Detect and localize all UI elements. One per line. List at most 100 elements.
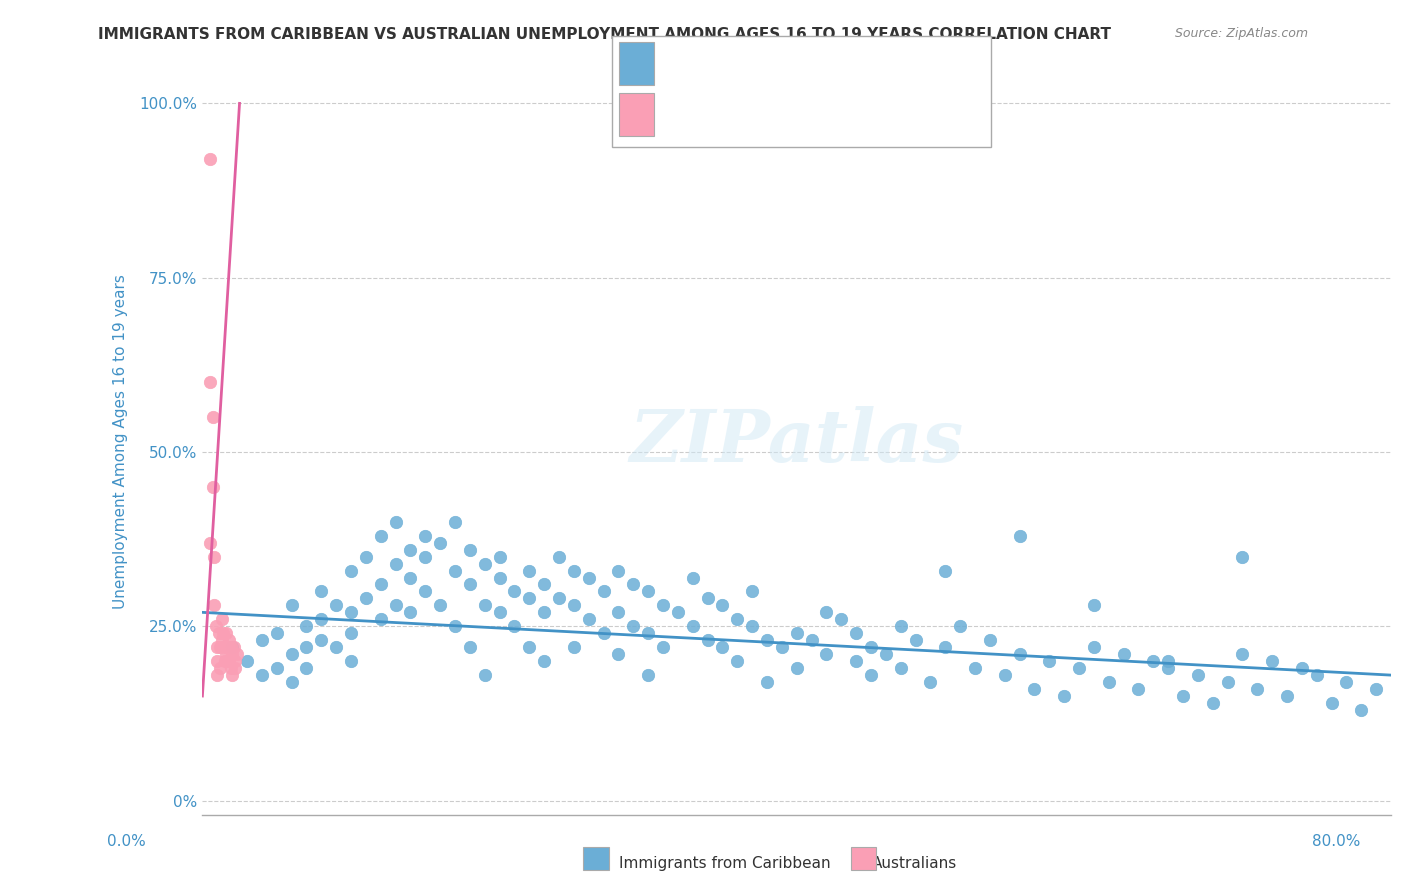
Point [1275, 689, 1298, 703]
Point [859, 668, 882, 682]
Point [474, 668, 496, 682]
Point [208, 626, 231, 640]
Point [578, 612, 600, 626]
Point [201, 480, 224, 494]
Point [1216, 675, 1239, 690]
Point [1067, 661, 1090, 675]
Point [845, 626, 868, 640]
Point [325, 640, 347, 655]
Point [1232, 647, 1254, 661]
Point [1098, 675, 1121, 690]
Point [340, 654, 363, 668]
Point [1083, 640, 1105, 655]
Point [201, 410, 224, 425]
Point [815, 647, 838, 661]
Point [1008, 529, 1031, 543]
Point [295, 640, 318, 655]
Point [399, 542, 422, 557]
Point [1008, 647, 1031, 661]
Point [830, 612, 852, 626]
Point [295, 619, 318, 633]
Text: Australians: Australians [872, 856, 957, 871]
Point [786, 661, 808, 675]
Point [621, 577, 644, 591]
Y-axis label: Unemployment Among Ages 16 to 19 years: Unemployment Among Ages 16 to 19 years [114, 274, 128, 609]
Point [488, 570, 510, 584]
Text: N = 140: N = 140 [837, 49, 911, 67]
Point [562, 564, 585, 578]
Point [1053, 689, 1076, 703]
Point [413, 584, 436, 599]
Point [488, 549, 510, 564]
Point [607, 647, 630, 661]
Point [711, 599, 734, 613]
Point [1232, 549, 1254, 564]
Point [1350, 703, 1372, 717]
Point [429, 599, 451, 613]
Point [533, 654, 555, 668]
Point [786, 626, 808, 640]
Point [711, 640, 734, 655]
Point [934, 640, 956, 655]
Point [725, 654, 748, 668]
Point [517, 564, 540, 578]
Point [458, 640, 481, 655]
Point [309, 633, 332, 648]
Point [370, 577, 392, 591]
Point [370, 529, 392, 543]
Point [815, 606, 838, 620]
Point [309, 612, 332, 626]
Point [225, 647, 247, 661]
Point [607, 564, 630, 578]
Point [266, 661, 288, 675]
Point [875, 647, 897, 661]
Point [904, 633, 927, 648]
Point [444, 564, 467, 578]
Point [578, 570, 600, 584]
Point [517, 640, 540, 655]
Point [1128, 681, 1150, 696]
Point [979, 633, 1001, 648]
Point [214, 654, 236, 668]
Point [1112, 647, 1135, 661]
Point [503, 619, 526, 633]
Point [399, 570, 422, 584]
Point [1202, 696, 1225, 710]
Point [354, 549, 377, 564]
Point [429, 535, 451, 549]
Point [517, 591, 540, 606]
Point [209, 640, 232, 655]
Point [215, 626, 238, 640]
Point [1320, 696, 1343, 710]
Point [280, 647, 302, 661]
Text: 80.0%: 80.0% [1312, 834, 1360, 849]
Point [384, 599, 406, 613]
Point [890, 619, 912, 633]
Point [207, 668, 229, 682]
Point [1305, 668, 1327, 682]
Point [198, 152, 221, 166]
Text: N =  32: N = 32 [837, 103, 905, 120]
Point [221, 668, 243, 682]
Point [533, 577, 555, 591]
Point [250, 668, 273, 682]
Point [340, 606, 363, 620]
Point [354, 591, 377, 606]
Point [224, 654, 246, 668]
Point [217, 640, 239, 655]
Point [949, 619, 972, 633]
Point [666, 606, 689, 620]
Text: Immigrants from Caribbean: Immigrants from Caribbean [619, 856, 831, 871]
Point [1365, 681, 1388, 696]
Text: R =  0.740: R = 0.740 [664, 103, 752, 120]
Point [198, 535, 221, 549]
Point [682, 570, 704, 584]
Point [770, 640, 793, 655]
Point [859, 640, 882, 655]
Point [1187, 668, 1209, 682]
Point [488, 606, 510, 620]
Point [1038, 654, 1060, 668]
Point [652, 640, 675, 655]
Point [562, 640, 585, 655]
Point [214, 640, 236, 655]
